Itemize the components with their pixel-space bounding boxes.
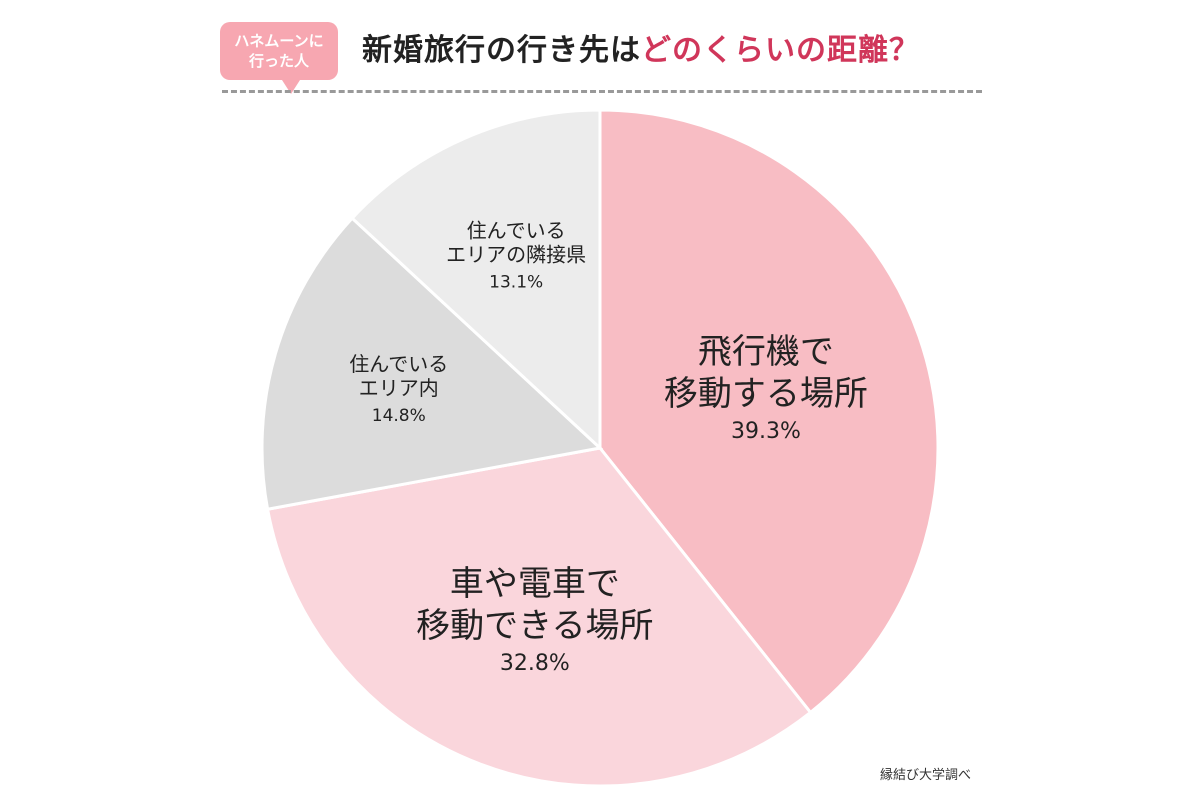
slice-label-line: エリアの隣接県	[446, 242, 586, 266]
badge-line-2: 行った人	[248, 52, 309, 70]
pie-slice	[598, 108, 940, 715]
slice-value-label: 39.3%	[731, 419, 801, 444]
slice-label-line: 移動できる場所	[416, 606, 653, 646]
chart-title-part-1: 新婚旅行の行き先は	[362, 33, 641, 68]
chart-title: 新婚旅行の行き先はどのくらいの距離？	[362, 26, 920, 76]
title-divider	[222, 90, 982, 93]
slice-label-line: 車や電車で	[450, 564, 620, 604]
pie-slice	[265, 446, 813, 788]
pie-slice	[350, 108, 602, 452]
source-note: 縁結び大学調べ	[880, 768, 972, 783]
category-badge: ハネムーンに 行った人	[220, 22, 338, 94]
slice-label-line: エリア内	[359, 376, 439, 400]
pie-slice	[260, 216, 604, 511]
slice-label-line: 住んでいる	[349, 352, 448, 376]
slice-value-label: 13.1%	[489, 272, 543, 292]
chart-title-part-2: どのくらいの距離？	[641, 33, 920, 68]
slice-label-line: 住んでいる	[467, 218, 566, 242]
slice-value-label: 14.8%	[372, 406, 426, 426]
slice-value-label: 32.8%	[500, 651, 570, 676]
badge-line-1: ハネムーンに	[234, 32, 324, 50]
slice-label-line: 移動する場所	[664, 374, 868, 414]
slice-label-line: 飛行機で	[698, 332, 834, 372]
